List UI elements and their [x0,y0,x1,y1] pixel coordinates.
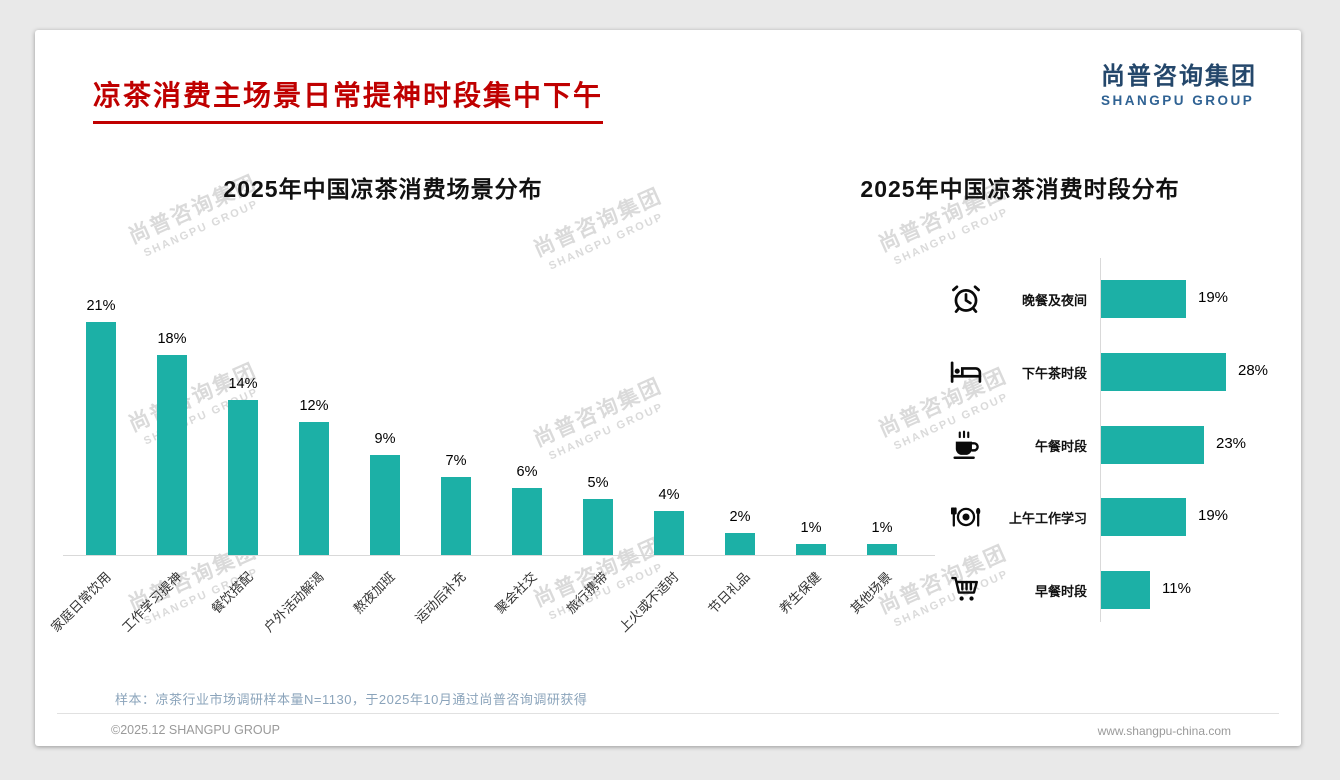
time-slot-label: 早餐时段 [1034,584,1087,599]
bar [1101,498,1186,536]
hot-cup-icon [949,428,983,462]
bar-value-label: 9% [374,431,396,447]
watermark: 尚普咨询集团 SHANGPU GROUP [509,361,691,473]
website-url: www.shangpu-china.com [1097,724,1231,738]
time-slot-label: 上午工作学习 [1008,511,1087,526]
category-label: 餐饮搭配 [208,569,256,617]
watermark-en-text: SHANGPU GROUP [142,565,261,628]
bar [512,488,542,555]
category-label: 其他场景 [847,569,895,617]
bar-value-label: 12% [299,398,329,414]
bar-value-label: 11% [1162,580,1191,597]
watermark-en-text: SHANGPU GROUP [892,205,1011,268]
watermark-en-text: SHANGPU GROUP [892,567,1011,630]
category-label: 家庭日常饮用 [47,569,114,635]
category-label: 熬夜加班 [350,569,398,617]
watermark: 尚普咨询集团 SHANGPU GROUP [854,351,1036,463]
watermark-cn-text: 尚普咨询集团 [125,359,261,437]
bar-value-label: 18% [157,331,187,347]
bar-value-label: 23% [1216,435,1247,452]
watermark: 尚普咨询集团 SHANGPU GROUP [509,521,691,633]
bar-value-label: 1% [871,520,893,536]
bar-value-label: 5% [587,475,609,491]
watermark-cn-text: 尚普咨询集团 [125,539,261,617]
logo-en-text: SHANGPU GROUP [1101,93,1255,108]
category-label: 聚会社交 [492,569,540,617]
bar [370,455,400,555]
bar [867,544,897,555]
page-title: 凉茶消费主场景日常提神时段集中下午 [93,74,604,124]
time-distribution-chart: 晚餐及夜间 19% 下午茶时段 28% 午餐时段 23% 上午工作学习 19% 早餐时段 11% [35,30,1301,746]
watermark-en-text: SHANGPU GROUP [892,390,1011,453]
watermark-cn-text: 尚普咨询集团 [530,534,666,612]
category-label: 上火或不适时 [615,569,682,635]
category-label: 旅行携带 [563,569,611,617]
bar [441,477,471,555]
bar [299,422,329,555]
watermark: 尚普咨询集团 SHANGPU GROUP [104,346,286,458]
bar-value-label: 2% [729,509,751,525]
bar-value-label: 14% [228,376,258,392]
bar-value-label: 21% [86,298,116,314]
bar-value-label: 19% [1198,507,1229,524]
bar [157,355,187,555]
bar [583,499,613,555]
watermark-layer: 尚普咨询集团 SHANGPU GROUP 尚普咨询集团 SHANGPU GROUP 尚普… [35,30,1301,746]
watermark-en-text: SHANGPU GROUP [547,560,666,623]
watermark-en-text: SHANGPU GROUP [547,400,666,463]
watermark-cn-text: 尚普咨询集团 [530,374,666,452]
scene-x-axis-line [63,555,935,556]
bar-value-label: 1% [800,520,822,536]
time-slot-label: 晚餐及夜间 [1021,293,1087,308]
bar [1101,571,1150,609]
alarm-clock-icon [949,282,983,316]
dining-plate-icon [949,500,983,534]
shopping-cart-icon [949,573,983,607]
logo-cn-text: 尚普咨询集团 [1101,63,1257,90]
bar [654,511,684,555]
watermark-en-text: SHANGPU GROUP [547,210,666,273]
slide-card: 凉茶消费主场景日常提神时段集中下午 尚普咨询集团 SHANGPU GROUP 尚… [35,30,1301,746]
bar-value-label: 4% [658,487,680,503]
time-y-axis-line [1100,258,1101,622]
bar-value-label: 6% [516,464,538,480]
bar-value-label: 7% [445,453,467,469]
watermark-cn-text: 尚普咨询集团 [875,541,1011,619]
category-label: 户外活动解渴 [260,569,327,635]
bar [86,322,116,555]
scene-chart-title: 2025年中国凉茶消费场景分布 [223,176,543,202]
bar [228,400,258,555]
time-chart-title: 2025年中国凉茶消费时段分布 [860,176,1180,202]
bar [1101,426,1204,464]
company-logo: 尚普咨询集团 SHANGPU GROUP [1101,56,1257,108]
category-label: 运动后补充 [412,569,469,626]
bar [796,544,826,555]
watermark-en-text: SHANGPU GROUP [142,385,261,448]
watermark: 尚普咨询集团 SHANGPU GROUP [854,528,1036,640]
scene-distribution-chart: 21% 家庭日常饮用 18% 工作学习提神 14% 餐饮搭配 12% 户外活动解渴 9% 熬夜加班… [35,30,1301,746]
bar [725,533,755,555]
copyright-text: ©2025.12 SHANGPU GROUP [111,723,280,737]
bar [1101,353,1226,391]
time-slot-label: 午餐时段 [1034,439,1087,454]
bar-value-label: 28% [1238,362,1269,379]
sample-note: 样本：凉茶行业市场调研样本量N=1130，于2025年10月通过尚普咨询调研获得 [115,692,588,707]
time-slot-label: 下午茶时段 [1021,366,1087,381]
bar [1101,280,1186,318]
category-label: 节日礼品 [705,569,753,617]
category-label: 养生保健 [776,569,824,617]
watermark-cn-text: 尚普咨询集团 [875,364,1011,442]
watermark: 尚普咨询集团 SHANGPU GROUP [104,526,286,638]
category-label: 工作学习提神 [118,569,185,635]
bar-value-label: 19% [1198,289,1229,306]
footer-divider [57,713,1279,714]
bed-icon [949,355,983,389]
